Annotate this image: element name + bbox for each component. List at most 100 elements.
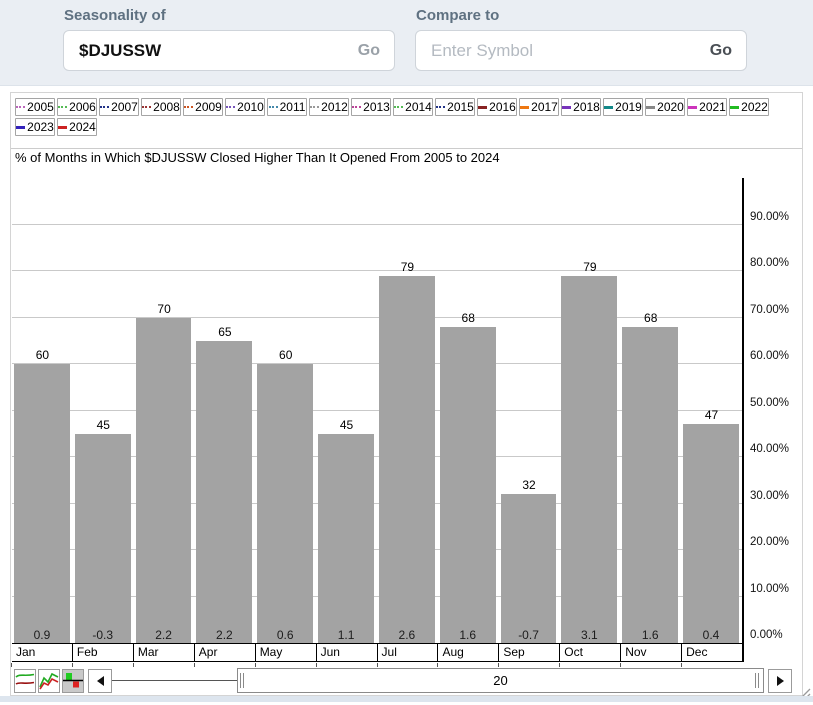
bar-value-label: 79 (583, 259, 597, 274)
year-toggle-2007[interactable]: 2007 (99, 98, 139, 116)
chart-region: 60 0.9 45 -0.3 70 2.2 65 2.2 60 0.6 45 1.1 79 2.6 68 1.… (11, 93, 802, 695)
year-toggle-2012[interactable]: 2012 (309, 98, 349, 116)
y-axis-tick-label: 70.00% (750, 303, 790, 316)
avg-change-label: -0.3 (92, 628, 114, 642)
year-label: 2012 (321, 100, 348, 114)
year-label: 2005 (27, 100, 54, 114)
avg-change-label: 1.1 (337, 628, 355, 642)
year-toggle-2022[interactable]: 2022 (729, 98, 769, 116)
year-toggle-2009[interactable]: 2009 (183, 98, 223, 116)
year-toggle-2019[interactable]: 2019 (603, 98, 643, 116)
symbol-go-button[interactable]: Go (358, 31, 380, 70)
bar-value-label: 32 (522, 478, 536, 493)
year-toggle-2018[interactable]: 2018 (561, 98, 601, 116)
year-marker-icon (142, 106, 152, 108)
gridline (12, 549, 742, 550)
year-marker-icon (16, 106, 26, 108)
y-axis-tick-label: 30.00% (750, 489, 790, 502)
thumb-grip-left-icon (240, 673, 246, 688)
year-label: 2010 (237, 100, 264, 114)
performance-chart-icon (39, 672, 59, 693)
year-marker-icon (394, 106, 404, 108)
symbol-input[interactable] (64, 31, 394, 70)
avg-change-label: 0.6 (276, 628, 294, 642)
bar-value-label: 70 (157, 301, 171, 316)
year-toggle-2010[interactable]: 2010 (225, 98, 265, 116)
year-toggle-2017[interactable]: 2017 (519, 98, 559, 116)
compare-input-box: Go (415, 30, 747, 71)
y-axis-tick-label: 90.00% (750, 210, 790, 223)
year-label: 2015 (447, 100, 474, 114)
avg-change-label: 2.6 (398, 628, 416, 642)
month-tick-label: Dec (681, 644, 742, 667)
year-marker-icon (688, 105, 698, 109)
year-toggle-2023[interactable]: 2023 (15, 118, 55, 136)
left-arrow-icon (96, 676, 104, 686)
bar: 1.1 (318, 433, 374, 643)
year-marker-icon (310, 106, 320, 108)
year-label: 2008 (153, 100, 180, 114)
month-tick-label: Sep (498, 644, 559, 667)
year-toggle-2014[interactable]: 2014 (393, 98, 433, 116)
year-toggle-2015[interactable]: 2015 (435, 98, 475, 116)
year-marker-icon (646, 105, 656, 109)
scroll-value: 20 (493, 673, 508, 688)
bar-value-label: 68 (461, 310, 475, 325)
year-toggle-2011[interactable]: 2011 (267, 98, 307, 116)
avg-change-label: 3.1 (581, 628, 598, 642)
year-label: 2023 (27, 120, 54, 134)
avg-change-label: 1.6 (641, 628, 659, 642)
year-label: 2016 (489, 100, 516, 114)
year-marker-icon (604, 105, 614, 109)
avg-change-label: 0.9 (33, 628, 51, 642)
scroll-left-button[interactable] (88, 669, 112, 693)
scroll-track[interactable] (112, 680, 238, 681)
bar: 3.1 (561, 275, 618, 643)
bar: 1.6 (622, 326, 679, 643)
chart-type-line-button[interactable] (14, 669, 36, 693)
chart-type-performance-button[interactable] (38, 669, 60, 693)
year-toggle-2021[interactable]: 2021 (687, 98, 727, 116)
year-marker-icon (478, 105, 488, 109)
bar-cell: 60 0.6 (255, 178, 316, 643)
year-marker-icon (436, 106, 446, 108)
y-axis-tick-label: 40.00% (750, 443, 790, 455)
bar-cell: 70 2.2 (134, 178, 195, 643)
year-legend: 2005 2006 2007 2008 2009 2010 2011 2012 2013 2014… (11, 93, 802, 149)
gridline (12, 223, 742, 225)
year-marker-icon (730, 105, 740, 109)
line-chart-icon (15, 673, 35, 693)
gridline (12, 316, 742, 318)
y-axis-tick-label: 80.00% (750, 257, 790, 269)
compare-field-group: Compare to Go (415, 7, 747, 71)
scroll-right-button[interactable] (768, 669, 792, 693)
bar-plot: 60 0.9 45 -0.3 70 2.2 65 2.2 60 0.6 45 1.1 79 2.6 68 1.… (12, 178, 742, 643)
compare-go-button[interactable]: Go (710, 31, 732, 70)
year-marker-icon (100, 106, 110, 108)
chart-type-histogram-button[interactable] (62, 669, 84, 693)
compare-input[interactable] (416, 31, 746, 70)
year-toggle-2020[interactable]: 2020 (645, 98, 685, 116)
year-toggle-2005[interactable]: 2005 (15, 98, 55, 116)
chart-title: % of Months in Which $DJUSSW Closed High… (15, 150, 500, 165)
year-label: 2014 (405, 100, 432, 114)
year-marker-icon (58, 125, 68, 129)
month-tick-label: Mar (132, 644, 194, 667)
month-tick-label: Jun (315, 644, 377, 667)
y-axis-tick-label: 60.00% (750, 350, 790, 362)
avg-change-label: -0.7 (518, 628, 539, 642)
scroll-thumb[interactable]: 20 (237, 668, 764, 693)
bar-cell: 47 0.4 (681, 178, 742, 643)
gridline (12, 502, 742, 504)
year-toggle-2016[interactable]: 2016 (477, 98, 517, 116)
bar-value-label: 47 (704, 408, 719, 423)
year-label: 2011 (279, 100, 306, 114)
year-toggle-2006[interactable]: 2006 (57, 98, 97, 116)
bar-value-label: 79 (400, 259, 415, 274)
year-toggle-2024[interactable]: 2024 (57, 118, 97, 136)
symbol-input-box: Go (63, 30, 395, 71)
month-axis-row: Jan Feb Mar Apr May Jun Jul Aug Sep Oct Nov Dec (11, 643, 742, 667)
year-label: 2022 (741, 100, 768, 114)
year-toggle-2008[interactable]: 2008 (141, 98, 181, 116)
year-toggle-2013[interactable]: 2013 (351, 98, 391, 116)
